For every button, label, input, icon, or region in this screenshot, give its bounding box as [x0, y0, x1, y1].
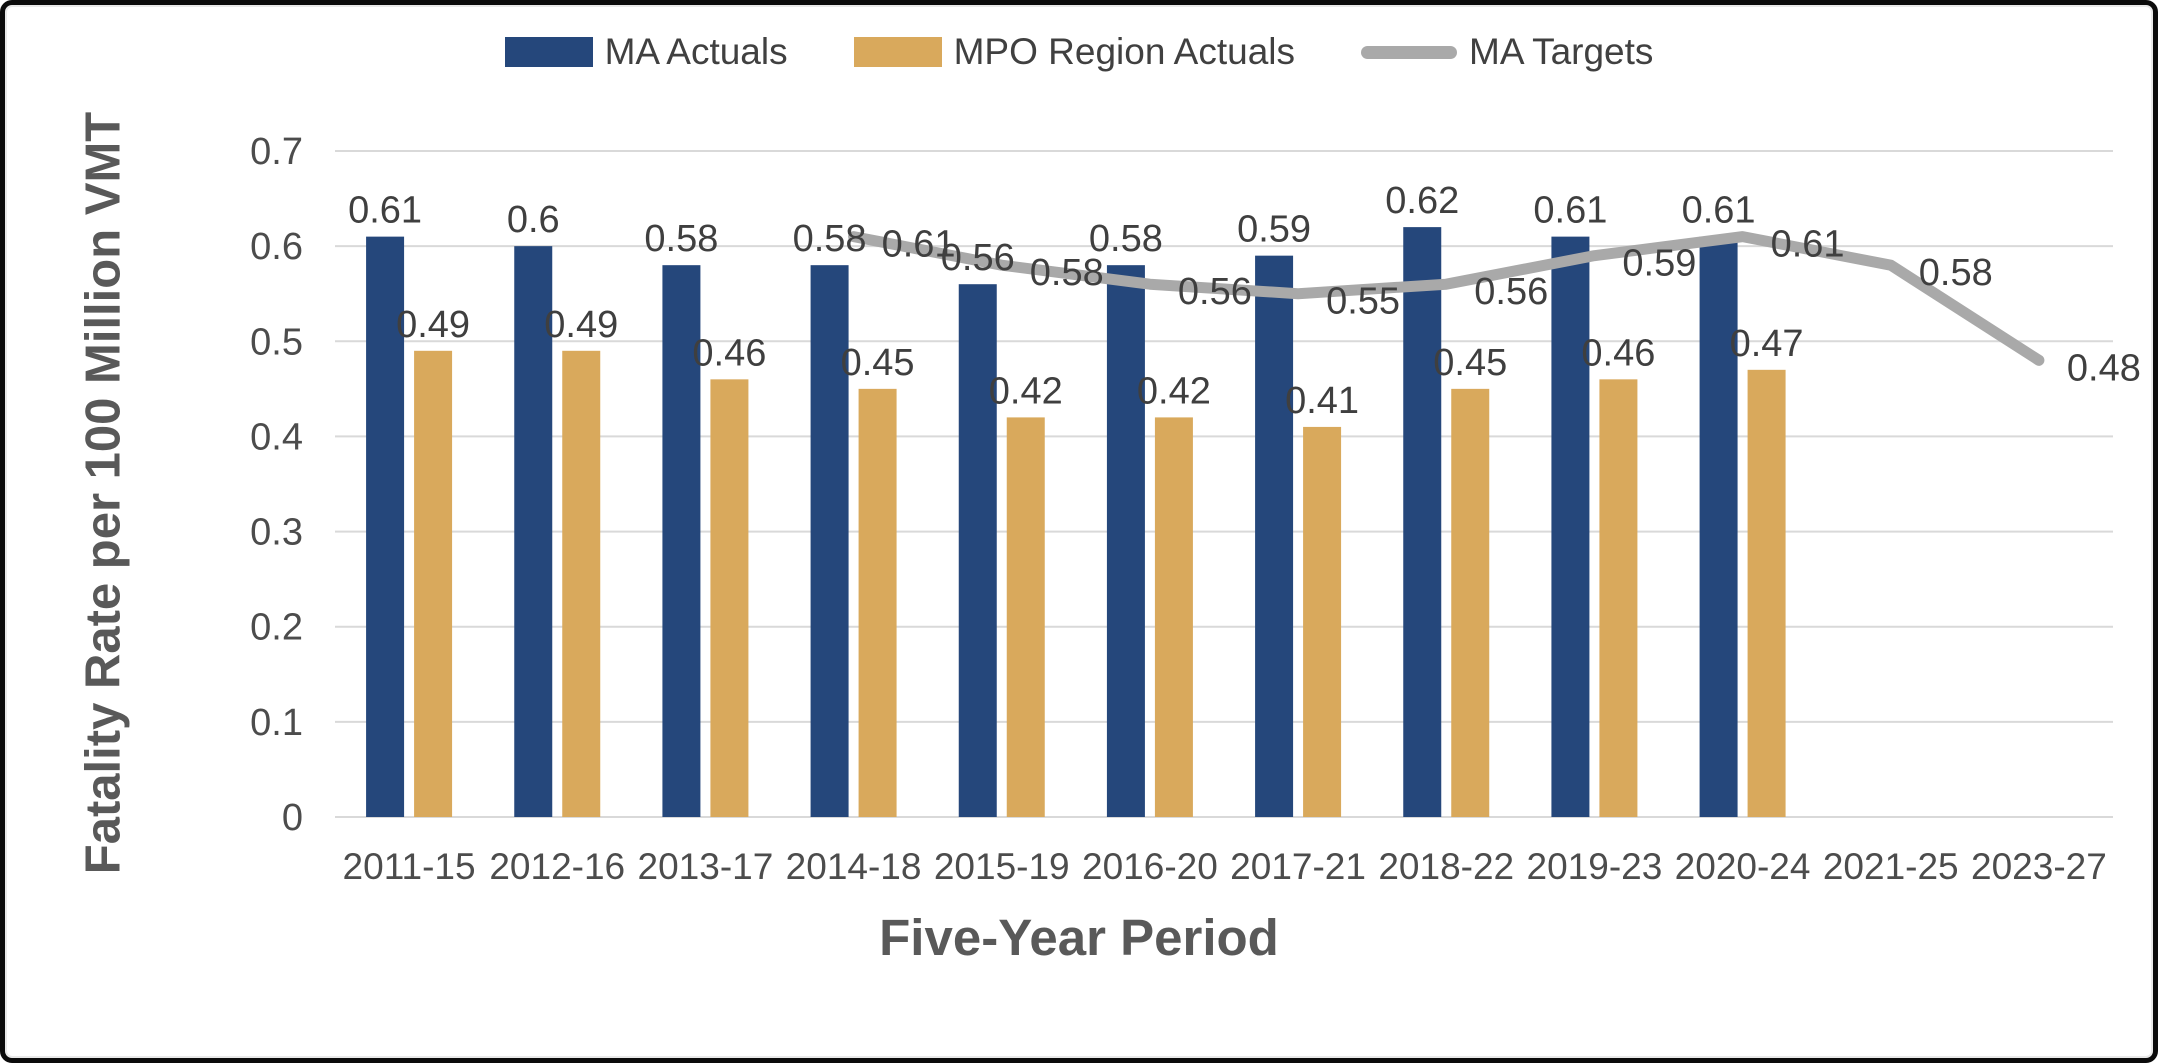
bar-label-ma-actuals-2013-17: 0.58 [644, 218, 718, 260]
line-label-ma-targets-2020-24: 0.61 [1771, 224, 1845, 266]
y-tick-label-0: 0 [282, 797, 303, 839]
bar-label-mpo-region-actuals-2013-17: 0.46 [692, 332, 766, 374]
x-category-label-2020-24: 2020-24 [1675, 846, 1811, 887]
bar-label-ma-actuals-2016-20: 0.58 [1089, 218, 1163, 260]
legend-label-mpo-region-actuals: MPO Region Actuals [953, 31, 1295, 72]
bar-label-ma-actuals-2018-22: 0.62 [1385, 180, 1459, 222]
bar-mpo-region-actuals-2018-22 [1451, 388, 1490, 817]
bar-ma-actuals-2011-15 [366, 236, 405, 818]
chart-plot-area: 0.61 0.6 0.58 0.58 0.56 0.58 0.590.62 0.61 0.610… [250, 131, 2141, 887]
line-label-ma-targets-2014-18: 0.61 [882, 224, 956, 266]
legend-swatch-ma-actuals-icon [504, 37, 593, 67]
bar-ma-actuals-2018-22 [1403, 227, 1442, 818]
bar-label-mpo-region-actuals-2017-21: 0.41 [1285, 380, 1359, 422]
bar-label-mpo-region-actuals-2012-16: 0.49 [544, 304, 618, 346]
chart-legend: MA Actuals MPO Region Actuals MA Targets [5, 31, 2153, 73]
y-tick-label-0.6: 0.6 [250, 226, 303, 268]
legend-label-ma-targets: MA Targets [1469, 31, 1654, 72]
bar-ma-actuals-2019-23 [1551, 236, 1590, 818]
line-label-ma-targets-2019-23: 0.59 [1622, 243, 1696, 285]
bar-mpo-region-actuals-2019-23 [1599, 379, 1638, 817]
y-tick-label-0.3: 0.3 [250, 512, 303, 554]
bar-label-ma-actuals-2014-18: 0.58 [793, 218, 867, 260]
bar-mpo-region-actuals-2012-16 [562, 350, 601, 817]
bar-label-mpo-region-actuals-2016-20: 0.42 [1137, 370, 1211, 412]
bar-label-ma-actuals-2017-21: 0.59 [1237, 209, 1311, 251]
bar-label-ma-actuals-2019-23: 0.61 [1533, 190, 1607, 232]
line-label-ma-targets-2016-20: 0.56 [1178, 271, 1252, 313]
bar-label-ma-actuals-2020-24: 0.61 [1682, 190, 1756, 232]
x-category-label-2021-25: 2021-25 [1823, 846, 1959, 887]
x-category-label-2016-20: 2016-20 [1082, 846, 1218, 887]
x-category-label-2015-19: 2015-19 [934, 846, 1070, 887]
x-category-label-2019-23: 2019-23 [1527, 846, 1663, 887]
y-tick-label-0.4: 0.4 [250, 416, 303, 458]
bar-ma-actuals-2015-19 [958, 284, 997, 817]
bar-mpo-region-actuals-2014-18 [858, 388, 897, 817]
bar-ma-actuals-2017-21 [1255, 255, 1294, 817]
bar-mpo-region-actuals-2017-21 [1303, 426, 1342, 817]
bar-label-ma-actuals-2012-16: 0.6 [507, 199, 560, 241]
y-tick-label-0.7: 0.7 [250, 131, 303, 173]
line-label-ma-targets-2017-21: 0.55 [1326, 281, 1400, 323]
bar-mpo-region-actuals-2016-20 [1154, 417, 1193, 817]
x-category-label-2018-22: 2018-22 [1378, 846, 1514, 887]
bar-label-mpo-region-actuals-2018-22: 0.45 [1433, 342, 1507, 384]
bar-label-mpo-region-actuals-2014-18: 0.45 [841, 342, 915, 384]
x-category-label-2023-27: 2023-27 [1971, 846, 2107, 887]
bar-label-ma-actuals-2011-15: 0.61 [348, 190, 422, 232]
line-label-ma-targets-2018-22: 0.56 [1474, 271, 1548, 313]
legend-item-ma-targets: MA Targets [1361, 31, 1653, 73]
x-category-label-2014-18: 2014-18 [786, 846, 922, 887]
legend-swatch-mpo-region-actuals-icon [853, 37, 942, 67]
line-label-ma-targets-2021-25: 0.58 [1919, 252, 1993, 294]
x-category-label-2011-15: 2011-15 [343, 846, 476, 887]
legend-item-mpo-region-actuals: MPO Region Actuals [853, 31, 1295, 73]
x-axis-title: Five-Year Period [879, 909, 1279, 966]
y-axis-title: Fatality Rate per 100 Million VMT [76, 111, 131, 875]
bar-ma-actuals-2013-17 [662, 265, 701, 818]
y-tick-label-0.5: 0.5 [250, 321, 303, 363]
bar-label-ma-actuals-2015-19: 0.56 [941, 237, 1015, 279]
bar-mpo-region-actuals-2015-19 [1006, 417, 1045, 817]
bar-label-mpo-region-actuals-2011-15: 0.49 [396, 304, 470, 346]
x-category-label-2013-17: 2013-17 [638, 846, 774, 887]
line-label-ma-targets-2023-27: 0.48 [2067, 347, 2141, 389]
bar-ma-actuals-2020-24 [1699, 236, 1738, 818]
bar-label-mpo-region-actuals-2020-24: 0.47 [1730, 323, 1804, 365]
x-category-label-2012-16: 2012-16 [489, 846, 625, 887]
legend-label-ma-actuals: MA Actuals [604, 31, 788, 72]
ma-targets-line [848, 231, 2045, 366]
bar-mpo-region-actuals-2013-17 [710, 379, 749, 817]
y-tick-label-0.1: 0.1 [250, 702, 303, 744]
bar-label-mpo-region-actuals-2015-19: 0.42 [989, 370, 1063, 412]
bar-ma-actuals-2016-20 [1106, 265, 1145, 818]
x-category-label-2017-21: 2017-21 [1230, 846, 1366, 887]
y-tick-label-0.2: 0.2 [250, 607, 303, 649]
bar-mpo-region-actuals-2011-15 [414, 350, 453, 817]
legend-item-ma-actuals: MA Actuals [504, 31, 788, 73]
bar-ma-actuals-2012-16 [514, 246, 553, 818]
legend-swatch-ma-targets-icon [1361, 45, 1457, 59]
line-label-ma-targets-2015-19: 0.58 [1030, 252, 1104, 294]
bar-ma-actuals-2014-18 [810, 265, 849, 818]
bar-label-mpo-region-actuals-2019-23: 0.46 [1581, 332, 1655, 374]
bar-mpo-region-actuals-2020-24 [1747, 369, 1786, 817]
